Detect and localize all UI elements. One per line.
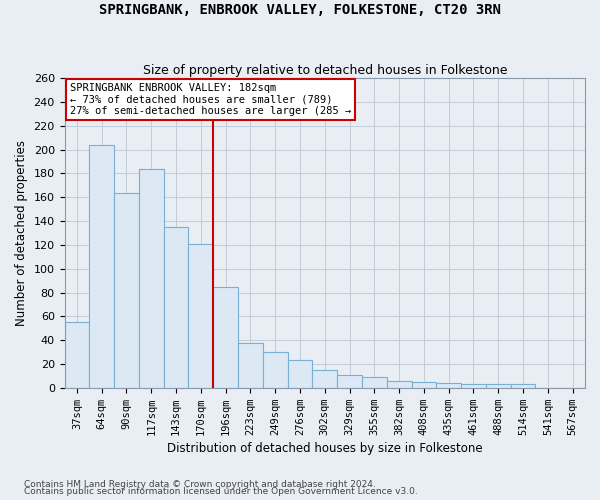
- Bar: [114, 192, 139, 388]
- Bar: [436, 383, 461, 388]
- Bar: [337, 374, 362, 388]
- Title: Size of property relative to detached houses in Folkestone: Size of property relative to detached ho…: [143, 64, 507, 77]
- Bar: [287, 360, 313, 388]
- Bar: [486, 384, 511, 388]
- Bar: [89, 145, 114, 388]
- Bar: [213, 286, 238, 388]
- Text: Contains HM Land Registry data © Crown copyright and database right 2024.: Contains HM Land Registry data © Crown c…: [24, 480, 376, 489]
- X-axis label: Distribution of detached houses by size in Folkestone: Distribution of detached houses by size …: [167, 442, 482, 455]
- Bar: [139, 168, 164, 388]
- Bar: [387, 380, 412, 388]
- Bar: [511, 384, 535, 388]
- Bar: [412, 382, 436, 388]
- Text: Contains public sector information licensed under the Open Government Licence v3: Contains public sector information licen…: [24, 487, 418, 496]
- Y-axis label: Number of detached properties: Number of detached properties: [15, 140, 28, 326]
- Bar: [313, 370, 337, 388]
- Text: SPRINGBANK ENBROOK VALLEY: 182sqm
← 73% of detached houses are smaller (789)
27%: SPRINGBANK ENBROOK VALLEY: 182sqm ← 73% …: [70, 83, 351, 116]
- Bar: [65, 322, 89, 388]
- Bar: [188, 244, 213, 388]
- Bar: [362, 377, 387, 388]
- Text: SPRINGBANK, ENBROOK VALLEY, FOLKESTONE, CT20 3RN: SPRINGBANK, ENBROOK VALLEY, FOLKESTONE, …: [99, 2, 501, 16]
- Bar: [263, 352, 287, 388]
- Bar: [461, 384, 486, 388]
- Bar: [238, 342, 263, 388]
- Bar: [164, 227, 188, 388]
